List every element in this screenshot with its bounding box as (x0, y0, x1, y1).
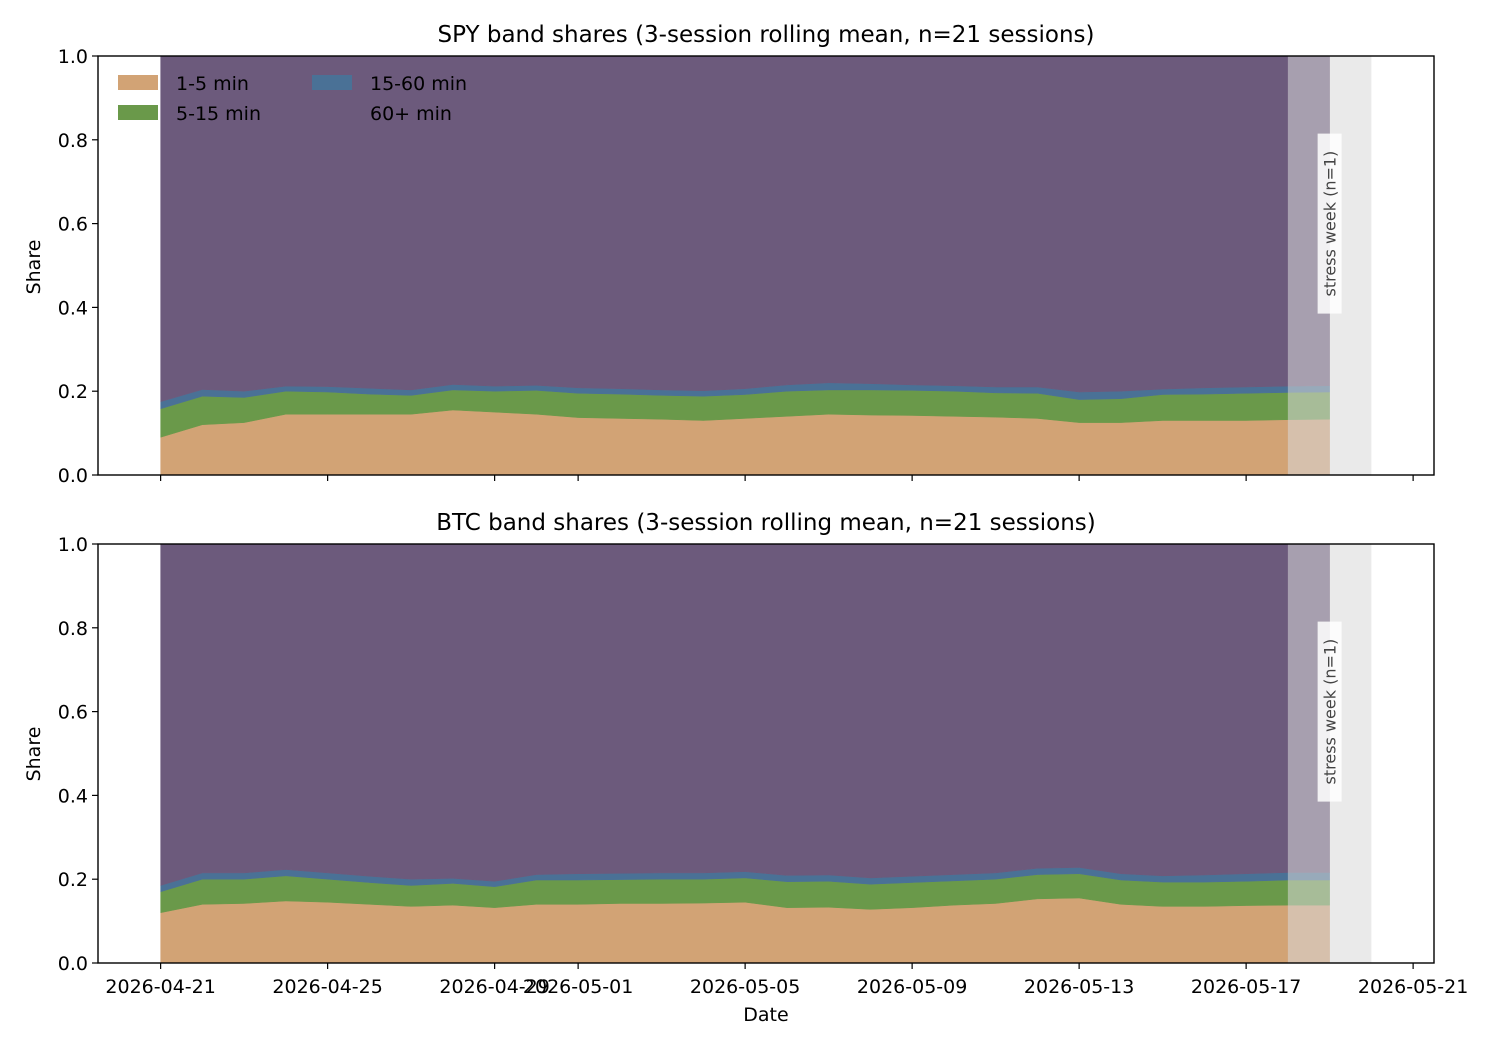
btc-axes-frame (97, 543, 1435, 964)
spy-legend-swatch-5-15-min (118, 105, 158, 120)
spy-x-axis (160, 475, 1414, 481)
spy-legend-label-15-60-min: 15-60 min (370, 73, 467, 95)
spy-y-tick-label: 0.4 (58, 297, 88, 319)
btc-y-tick-label: 0.6 (58, 702, 88, 724)
btc-stress-label-text: stress week (n=1) (1321, 639, 1340, 785)
spy-stress-label: stress week (n=1) (1317, 133, 1342, 314)
btc-chart: BTC band shares (3-session rolling mean,… (23, 510, 1468, 1026)
btc-x-tick-label: 2026-05-09 (857, 976, 967, 998)
btc-x-axis: 2026-04-21 2026-04-25 2026-04-292026-05-01… (105, 963, 1468, 998)
btc-stress-label: stress week (n=1) (1317, 621, 1342, 802)
spy-legend-label-1-5-min: 1-5 min (176, 73, 249, 95)
spy-y-axis-label: Share (23, 240, 45, 295)
btc-chart-title: BTC band shares (3-session rolling mean,… (436, 510, 1096, 536)
btc-x-axis-label: Date (743, 1004, 788, 1026)
btc-y-tick-label: 0.8 (58, 618, 88, 640)
spy-legend-label-5-15-min: 5-15 min (176, 103, 261, 125)
spy-legend-label-60plus-min: 60+ min (370, 103, 452, 125)
spy-legend-swatch-15-60-min (312, 75, 352, 90)
btc-x-tick-label: 2026-04-21 (105, 976, 215, 998)
btc-y-tick-label: 0.0 (58, 953, 88, 975)
btc-x-tick-label: 2026-05-01 (523, 976, 633, 998)
btc-x-tick-label: 2026-04-25 (272, 976, 382, 998)
spy-stress-label-bg (1317, 133, 1342, 314)
btc-y-axis: 0.0 0.2 0.4 0.6 0.8 1.0 (58, 534, 98, 975)
btc-y-tick-label: 1.0 (58, 534, 88, 556)
btc-plot-area: stress week (n=1) (160, 543, 1372, 964)
btc-x-tick-label: 2026-04-29 (439, 976, 549, 998)
spy-chart: SPY band shares (3-session rolling mean,… (23, 22, 1435, 487)
spy-legend-swatch-60plus-min (312, 105, 352, 120)
spy-y-tick-label: 0.8 (58, 130, 88, 152)
btc-y-tick-label: 0.4 (58, 785, 88, 807)
spy-y-axis: 0.0 0.2 0.4 0.6 0.8 1.0 (58, 46, 98, 487)
btc-x-tick-label: 2026-05-17 (1191, 976, 1301, 998)
spy-y-tick-label: 0.6 (58, 214, 88, 236)
spy-y-tick-label: 1.0 (58, 46, 88, 68)
spy-y-tick-label: 0.2 (58, 381, 88, 403)
spy-chart-title: SPY band shares (3-session rolling mean,… (438, 22, 1095, 48)
spy-legend-swatch-1-5-min (118, 75, 158, 90)
spy-axes-frame (97, 55, 1435, 476)
btc-x-tick-label: 2026-05-13 (1024, 976, 1134, 998)
spy-plot-area: stress week (n=1) (160, 55, 1372, 476)
spy-legend: 1-5 min 5-15 min 15-60 min 60+ min (118, 73, 467, 125)
btc-y-tick-label: 0.2 (58, 869, 88, 891)
btc-x-tick-label: 2026-05-21 (1358, 976, 1468, 998)
btc-area-1-5-min (160, 897, 1330, 964)
spy-y-tick-label: 0.0 (58, 465, 88, 487)
spy-stress-label-text: stress week (n=1) (1321, 151, 1340, 297)
btc-x-tick-label: 2026-05-05 (690, 976, 800, 998)
btc-stress-label-bg (1317, 621, 1342, 802)
btc-y-axis-label: Share (23, 727, 45, 782)
btc-area-60plus-min (160, 543, 1330, 886)
